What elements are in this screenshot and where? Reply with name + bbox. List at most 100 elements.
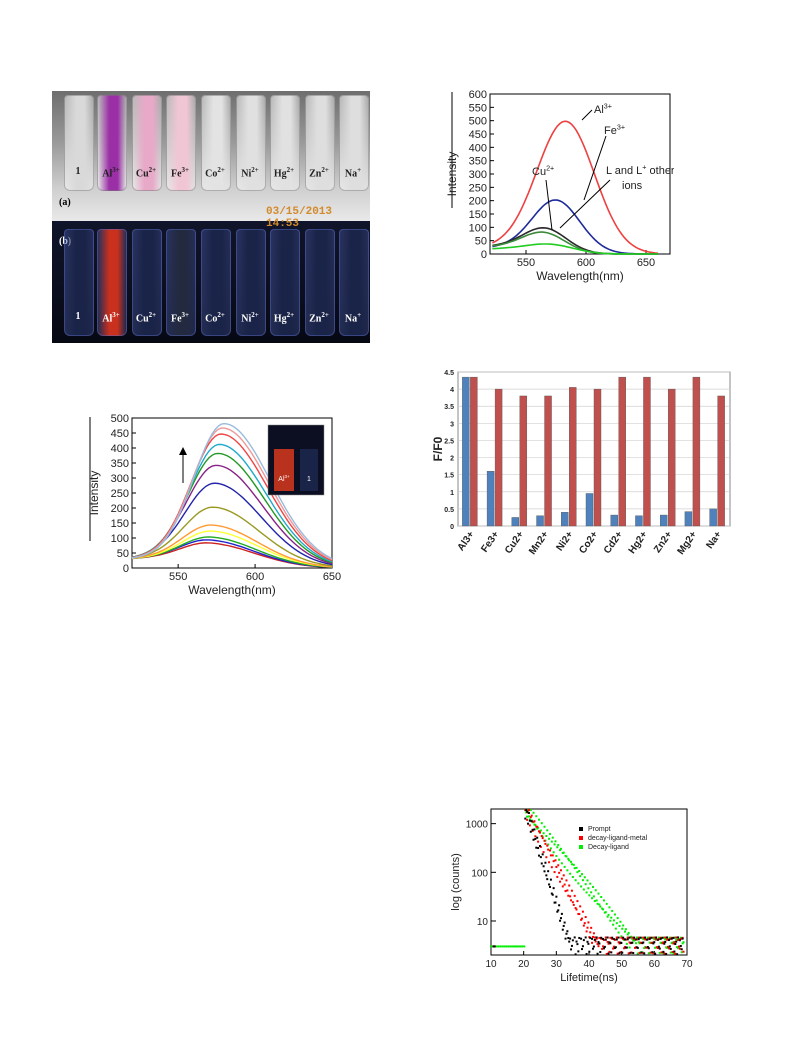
data-point xyxy=(579,875,582,878)
data-point xyxy=(659,937,662,940)
data-point xyxy=(631,937,634,940)
bar xyxy=(494,388,503,527)
x-tick-label: 50 xyxy=(616,959,628,970)
data-point xyxy=(672,952,675,955)
category-label: Cd2+ xyxy=(602,529,625,556)
data-point xyxy=(609,942,612,945)
data-point xyxy=(581,945,584,948)
data-point xyxy=(573,867,576,870)
vial-daylight xyxy=(64,95,94,191)
data-point xyxy=(677,945,680,948)
data-point xyxy=(576,900,579,903)
vial-label-daylight: Co2+ xyxy=(205,166,225,180)
data-point xyxy=(575,866,578,869)
data-point xyxy=(642,938,645,941)
data-point xyxy=(673,941,676,944)
data-point xyxy=(614,946,617,949)
data-point xyxy=(595,936,598,939)
y-tick-label: 250 xyxy=(111,488,129,500)
data-point xyxy=(536,836,539,839)
data-point xyxy=(620,935,623,938)
data-point xyxy=(634,938,637,941)
data-point xyxy=(546,829,549,832)
y-tick-label: 400 xyxy=(111,443,129,455)
data-point xyxy=(558,871,561,874)
data-point xyxy=(580,885,583,888)
data-point xyxy=(541,837,544,840)
photo-timestamp: 03/15/2013 14:53 xyxy=(266,206,333,230)
data-point xyxy=(653,936,656,939)
bar xyxy=(717,395,725,527)
data-point xyxy=(651,951,654,954)
vial-uv xyxy=(166,229,196,336)
data-point xyxy=(627,931,630,934)
data-point xyxy=(595,899,598,902)
data-point xyxy=(600,895,603,898)
data-point xyxy=(548,885,551,888)
data-point xyxy=(586,926,589,929)
data-point xyxy=(529,830,532,833)
bar xyxy=(519,395,528,527)
data-point xyxy=(545,874,548,877)
data-point xyxy=(556,846,559,849)
x-tick-label: 550 xyxy=(517,257,535,269)
data-point xyxy=(569,937,572,940)
data-point xyxy=(631,936,634,939)
data-point xyxy=(497,945,500,948)
data-point xyxy=(622,924,625,927)
data-point xyxy=(589,931,592,934)
arrow-other xyxy=(559,179,611,229)
data-point xyxy=(599,905,602,908)
vial-daylight xyxy=(97,95,127,191)
vial-daylight xyxy=(305,95,335,191)
data-point xyxy=(611,936,614,939)
y-axis-label: Intensity xyxy=(445,152,459,197)
bar xyxy=(692,376,701,527)
data-point xyxy=(602,945,605,948)
panel-a-label: (a) xyxy=(59,197,71,208)
data-point xyxy=(585,891,588,894)
data-point xyxy=(582,888,585,891)
y-tick-label: 10 xyxy=(477,917,489,928)
data-point xyxy=(634,942,637,945)
data-point xyxy=(534,823,537,826)
data-point xyxy=(584,883,587,886)
data-point xyxy=(490,945,492,948)
data-point xyxy=(547,870,550,873)
data-point xyxy=(556,910,559,913)
data-point xyxy=(595,937,598,940)
y-tick-label: 350 xyxy=(111,458,129,470)
data-point xyxy=(547,843,550,846)
data-point xyxy=(662,941,665,944)
data-point xyxy=(540,862,543,865)
annotation-ions: ions xyxy=(622,180,643,192)
data-point xyxy=(636,946,639,949)
data-point xyxy=(635,936,638,939)
bar xyxy=(635,515,643,527)
data-point xyxy=(672,942,675,945)
vial-uv xyxy=(270,229,300,336)
data-point xyxy=(668,937,671,940)
data-point xyxy=(563,883,566,886)
data-point xyxy=(637,938,640,941)
data-point xyxy=(528,818,531,821)
data-point xyxy=(667,947,670,950)
data-point xyxy=(605,952,608,955)
data-point xyxy=(517,945,520,948)
data-point xyxy=(563,921,566,924)
data-point xyxy=(565,932,568,935)
data-point xyxy=(538,818,541,821)
data-point xyxy=(581,917,584,920)
data-point xyxy=(540,822,543,825)
data-point xyxy=(607,952,610,955)
vial-label-daylight: Ni2+ xyxy=(241,166,259,180)
data-point xyxy=(658,947,661,950)
data-point xyxy=(525,809,528,812)
data-point xyxy=(612,923,615,926)
data-point xyxy=(582,939,585,942)
inset-vial-1 xyxy=(300,449,318,491)
data-point xyxy=(657,936,660,939)
data-point xyxy=(666,936,669,939)
data-point xyxy=(609,936,612,939)
data-point xyxy=(549,854,552,857)
